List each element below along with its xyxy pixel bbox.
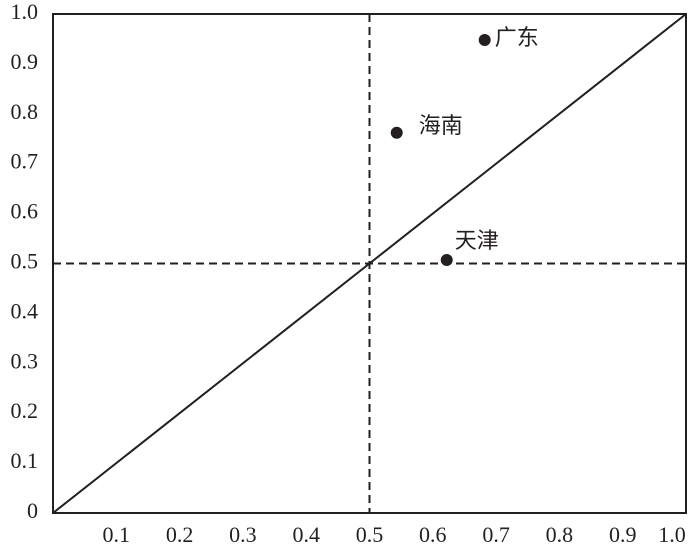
x-tick-label: 0.6: [419, 522, 447, 547]
x-tick-label: 0.5: [356, 522, 384, 547]
x-tick-label: 0.1: [103, 522, 131, 547]
x-tick-label: 1.0: [658, 522, 686, 547]
point: [478, 33, 491, 46]
y-tick-label: 0: [27, 498, 38, 523]
y-tick-label: 0.1: [11, 448, 39, 473]
y-tick-label: 0.8: [11, 99, 39, 124]
x-tick-label: 0.3: [229, 522, 257, 547]
y-tick-label: 0.6: [11, 199, 39, 224]
x-tick-label: 0.4: [292, 522, 320, 547]
y-tick-label: 1.0: [11, 0, 39, 24]
y-tick-label: 0.9: [11, 49, 39, 74]
y-tick-label: 0.2: [11, 398, 39, 423]
x-tick-label: 0.2: [166, 522, 194, 547]
point-label: 海南: [419, 113, 463, 138]
point: [440, 254, 453, 267]
y-tick-label: 0.3: [11, 348, 39, 373]
x-tick-label: 0.7: [482, 522, 510, 547]
point-label: 广东: [495, 25, 539, 50]
point: [390, 126, 403, 139]
point-label: 天津: [455, 228, 499, 253]
y-tick-label: 0.5: [11, 249, 39, 274]
x-tick-label: 0.9: [609, 522, 637, 547]
y-tick-label: 0.7: [11, 149, 39, 174]
x-tick-label: 0.8: [546, 522, 574, 547]
y-tick-label: 0.4: [11, 298, 39, 323]
